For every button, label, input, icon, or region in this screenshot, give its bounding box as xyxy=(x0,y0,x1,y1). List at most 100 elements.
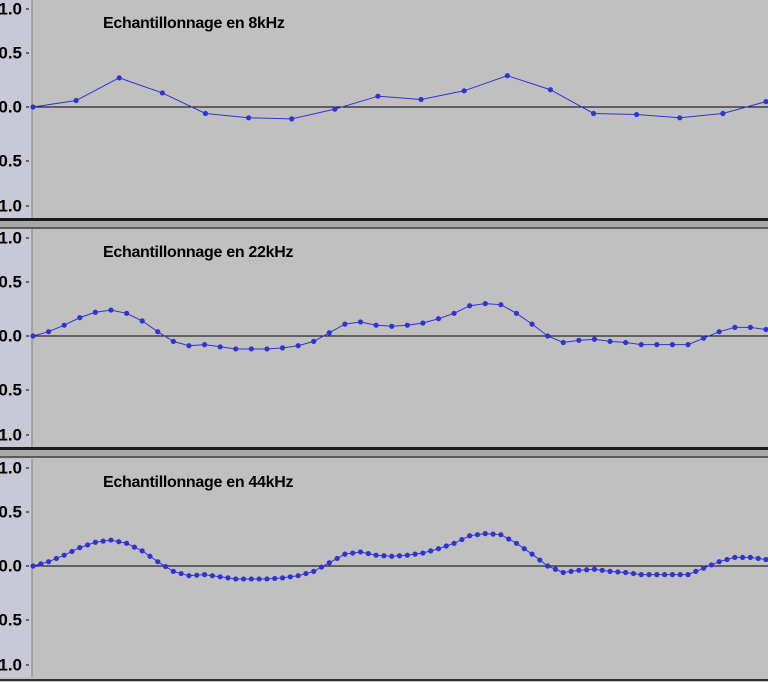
y-tick-label: -1.0 xyxy=(0,196,22,215)
sample-point xyxy=(240,576,247,582)
sample-point xyxy=(202,110,209,117)
sample-point xyxy=(194,572,200,578)
sample-point xyxy=(584,567,590,573)
y-tick-label: 0.5 xyxy=(0,272,22,291)
sample-point xyxy=(591,566,598,572)
sample-point xyxy=(256,576,262,582)
sample-point xyxy=(53,555,59,562)
sample-point xyxy=(568,568,574,575)
sample-point xyxy=(92,539,98,545)
track-separator xyxy=(0,447,768,450)
sample-point xyxy=(451,540,457,546)
sample-point xyxy=(69,548,75,555)
sample-point xyxy=(552,566,559,572)
sample-point xyxy=(170,338,176,344)
sample-point xyxy=(326,330,332,336)
sample-point xyxy=(685,342,691,348)
sample-point xyxy=(404,322,410,328)
sample-point xyxy=(139,318,145,324)
sample-point xyxy=(396,553,403,559)
sample-point xyxy=(245,115,252,121)
sample-point xyxy=(545,563,551,569)
sample-point xyxy=(638,342,644,348)
sample-point xyxy=(357,319,364,325)
sample-point xyxy=(30,333,36,339)
sample-point xyxy=(287,574,293,580)
sample-point xyxy=(30,104,36,110)
sample-point xyxy=(763,556,768,563)
sample-point xyxy=(467,303,473,309)
sample-point xyxy=(295,343,301,349)
sample-point xyxy=(375,93,381,99)
sample-point xyxy=(599,567,605,573)
y-tick-label: 1.0 xyxy=(0,0,22,18)
y-tick-label: 0.0 xyxy=(0,556,22,575)
y-tick-label: -0.5 xyxy=(0,151,22,170)
sample-point xyxy=(763,326,768,333)
sample-point xyxy=(630,570,637,577)
sample-point xyxy=(201,572,208,578)
sample-point xyxy=(108,307,114,313)
sample-point xyxy=(716,329,722,335)
sample-point xyxy=(100,538,106,544)
sample-point xyxy=(116,539,122,545)
sample-point xyxy=(209,573,215,579)
sample-point xyxy=(467,533,473,539)
sample-point xyxy=(373,322,379,328)
sample-point xyxy=(443,543,449,549)
sample-point xyxy=(342,321,348,327)
sample-point xyxy=(654,572,660,578)
ruler-gutter xyxy=(0,459,32,677)
sample-point xyxy=(545,333,551,339)
y-tick-label: 1.0 xyxy=(0,458,22,477)
sample-point xyxy=(634,111,640,118)
track-title: Echantillonnage en 8kHz xyxy=(103,15,285,32)
sample-point xyxy=(607,338,613,344)
sample-point xyxy=(45,559,52,565)
track-gap xyxy=(0,221,768,228)
sample-point xyxy=(724,556,730,563)
sample-point xyxy=(607,568,613,575)
sample-point xyxy=(747,324,754,330)
sample-point xyxy=(482,301,488,307)
sample-point xyxy=(318,564,325,570)
sample-point xyxy=(350,550,356,556)
sample-point xyxy=(755,555,761,562)
sample-point xyxy=(334,555,340,562)
sample-point xyxy=(615,569,621,575)
sample-point xyxy=(264,346,270,352)
sample-point xyxy=(693,568,699,575)
sample-point xyxy=(669,572,676,578)
sample-point xyxy=(365,550,371,557)
sample-point xyxy=(701,565,707,571)
sample-point xyxy=(701,335,707,341)
track-title: Echantillonnage en 44kHz xyxy=(103,474,293,491)
sample-point xyxy=(459,536,465,543)
sample-point xyxy=(92,309,98,315)
y-tick-label: -1.0 xyxy=(0,425,22,444)
sample-point xyxy=(201,342,208,348)
sample-point xyxy=(638,572,644,578)
sample-point xyxy=(38,561,44,567)
sample-point xyxy=(498,532,504,538)
sample-point xyxy=(311,568,317,575)
sample-point xyxy=(412,551,418,557)
sample-point xyxy=(590,110,597,117)
sample-point xyxy=(45,329,52,335)
sample-point xyxy=(716,559,722,565)
sample-point xyxy=(529,551,535,557)
y-tick-label: 0.0 xyxy=(0,326,22,345)
y-tick-label: 0.5 xyxy=(0,43,22,62)
sample-point xyxy=(381,553,387,559)
sample-point xyxy=(506,536,512,542)
sample-point xyxy=(131,544,137,550)
sample-point xyxy=(685,572,691,578)
sample-point xyxy=(708,562,715,568)
sample-point xyxy=(217,344,223,350)
y-tick-label: 0.5 xyxy=(0,502,22,521)
y-tick-label: 1.0 xyxy=(0,228,22,247)
sample-point xyxy=(155,329,161,335)
sample-point xyxy=(389,553,395,559)
